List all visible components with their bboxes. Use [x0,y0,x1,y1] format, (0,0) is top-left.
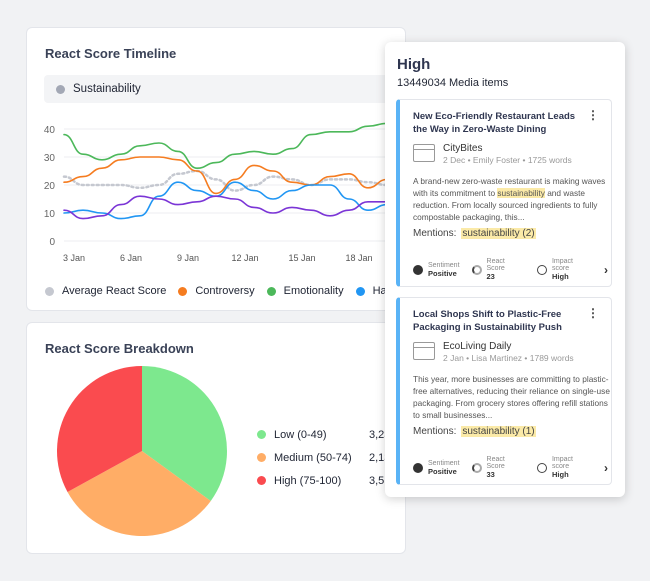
y-tick-label: 0 [49,237,55,248]
topic-label: Sustainability [73,83,141,95]
legend-dot-icon [257,453,266,462]
popup-title: High [397,56,431,73]
browser-window-icon [413,144,435,162]
item-text: Impact score [551,456,573,470]
react-score-ring-icon [471,264,482,275]
chart-legend: Average React Score Controversy Emotiona… [45,285,399,297]
item-text: React Score [486,456,505,470]
chevron-right-icon[interactable]: › [604,460,609,475]
impact-gauge-icon [537,462,547,473]
item-text: Sentiment [428,261,460,269]
series-line-unnamed [63,195,388,220]
pie-slice-low [142,366,227,501]
x-tick-label: 15 Jan [288,253,315,263]
legend-label: Controversy [195,285,255,297]
item-text: 23 [486,272,495,281]
legend-label: Low (0-49) [274,428,327,441]
item-text: Positive [428,466,457,476]
legend-controversy[interactable]: Controversy [178,285,255,297]
series-line-emotionality [63,122,388,170]
item-excerpt: This year, more businesses are committin… [413,373,613,421]
chevron-right-icon[interactable]: › [604,262,609,277]
item-text: React Score [486,258,505,272]
legend-label: Emotionality [283,285,344,297]
item-text: Impact score [551,258,573,272]
breakdown-title: React Score Breakdown [45,341,194,356]
y-tick-label: 20 [44,181,56,192]
pie-slice-medium [67,451,211,536]
item-title[interactable]: Local Shops Shift to Plastic-Free Packag… [413,309,562,333]
topic-dot-icon [56,84,65,94]
item-source: EcoLiving Daily [443,341,512,352]
mention-tag[interactable]: sustainability (2) [461,228,536,239]
x-tick-label: 18 Jan [345,253,372,263]
pie-legend-medium[interactable]: Medium (50-74) 2,134 [257,446,397,469]
media-item-card[interactable]: New Eco-Friendly Restaurant Leads the Wa… [396,99,612,287]
legend-dot-icon [257,476,266,485]
impact-gauge-icon [537,264,547,275]
pie-slice-high [56,366,143,492]
high-items-popup: High 13449034 Media items New Eco-Friend… [385,42,625,497]
more-options-icon[interactable]: ⋮ [587,108,599,122]
legend-dot-icon [266,286,276,296]
x-tick-label: 6 Jan [120,253,142,263]
more-options-icon[interactable]: ⋮ [587,306,599,320]
legend-label: Average React Score [62,285,167,297]
item-meta: 2 Jan • Lisa Martinez • 1789 words [443,353,574,363]
item-source: CityBites [443,143,483,154]
legend-dot-icon [257,430,266,439]
y-tick-label: 30 [44,153,56,164]
item-title[interactable]: New Eco-Friendly Restaurant Leads the Wa… [413,111,576,135]
legend-label: Medium (50-74) [274,451,352,464]
item-text: 33 [486,470,495,479]
legend-value: 3,5 [369,474,385,487]
pie-legend: Low (0-49) 3,234 Medium (50-74) 2,134 High… [257,423,397,492]
smiley-icon [413,264,423,275]
item-text: A brand-new zero-waste restaurant is mak… [413,176,606,198]
item-text: High [551,272,569,281]
item-text: Positive [428,268,457,278]
pie-legend-high[interactable]: High (75-100) 3,5 [257,469,397,492]
x-tick-label: 12 Jan [231,253,258,263]
legend-dot-icon [355,286,365,296]
timeline-title: React Score Timeline [45,46,177,61]
item-text: and waste reduction. From locally source… [413,188,598,222]
item-mentions: Mentions: sustainability (1) [413,426,536,437]
smiley-icon [413,462,423,473]
media-item-card[interactable]: Local Shops Shift to Plastic-Free Packag… [396,297,612,485]
item-text: Mentions: [413,426,457,437]
item-text: Sentiment [428,459,460,467]
legend-dot-icon [178,286,188,296]
item-text: High [551,470,569,479]
item-excerpt: A brand-new zero-waste restaurant is mak… [413,175,613,223]
topic-filter[interactable]: Sustainability [44,75,404,103]
react-score-ring-icon [471,462,482,473]
pie-legend-low[interactable]: Low (0-49) 3,234 [257,423,397,446]
timeline-card: React Score Timeline Sustainability 0 10 2… [26,27,407,311]
x-tick-label: 3 Jan [63,253,85,263]
legend-emotionality[interactable]: Emotionality [266,285,344,297]
item-footer: Sentiment Positive React Score 23 Impact s… [413,258,608,281]
item-footer: Sentiment Positive React Score 33 Impact s… [413,456,608,479]
legend-average[interactable]: Average React Score [45,285,166,297]
item-text: This year, more businesses are committin… [413,374,610,420]
item-meta: 2 Dec • Emily Foster • 1725 words [443,155,572,165]
item-text: sustainability [497,188,545,198]
y-tick-label: 40 [44,125,56,136]
item-text: Mentions: [413,228,457,239]
series-line-harm [63,181,388,220]
pie-chart [56,366,227,536]
x-tick-label: 9 Jan [177,253,199,263]
legend-label: High (75-100) [274,474,342,487]
legend-dot-icon [45,286,54,296]
item-mentions: Mentions: sustainability (2) [413,228,536,239]
y-tick-label: 10 [44,209,56,220]
series-line-controversy [63,156,388,195]
browser-window-icon [413,342,435,360]
popup-count: 13449034 Media items [397,77,509,89]
breakdown-card: React Score Breakdown Low (0-49) 3,234 Me… [26,322,406,554]
mention-tag[interactable]: sustainability (1) [461,426,536,437]
timeline-chart: 0 10 20 30 40 3 Jan 6 Jan 9 Jan 12 Jan 15 Jan 18 J… [44,122,407,263]
